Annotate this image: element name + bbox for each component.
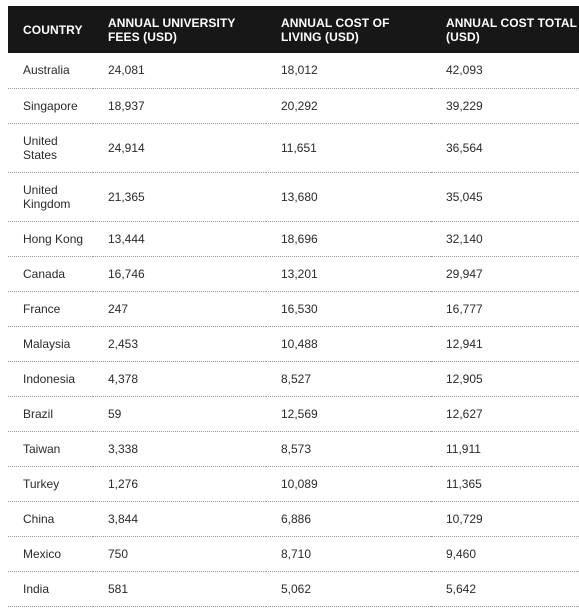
table-row: Hong Kong 13,444 18,696 32,140 xyxy=(8,220,579,256)
cost-of-living-cell: 10,089 xyxy=(266,465,431,501)
university-fees-cell: 21,365 xyxy=(93,171,266,221)
university-fees-cell: 750 xyxy=(93,535,266,571)
university-fees-cell: 16,746 xyxy=(93,255,266,291)
cost-total-cell: 9,460 xyxy=(431,535,579,571)
table-row: Australia 24,081 18,012 42,093 xyxy=(8,53,579,88)
cost-total-cell: 16,777 xyxy=(431,290,579,326)
cost-total-cell: 12,941 xyxy=(431,325,579,361)
cost-total-cell: 32,140 xyxy=(431,220,579,256)
table-row: India 581 5,062 5,642 xyxy=(8,570,579,606)
university-fees-cell: 24,081 xyxy=(108,63,145,78)
cost-total-cell: 36,564 xyxy=(431,122,579,172)
table-row: Turkey 1,276 10,089 11,365 xyxy=(8,465,579,501)
cost-total-cell: 29,947 xyxy=(431,255,579,291)
university-fees-cell: 581 xyxy=(93,570,266,606)
table-row: France 247 16,530 16,777 xyxy=(8,290,579,326)
table-row: Brazil 59 12,569 12,627 xyxy=(8,395,579,431)
country-cell: China xyxy=(8,500,93,536)
cost-of-living-cell: 16,530 xyxy=(266,290,431,326)
country-cell: Turkey xyxy=(8,465,93,501)
cost-total-cell: 11,365 xyxy=(431,465,579,501)
university-fees-cell: 59 xyxy=(93,395,266,431)
cost-of-living-cell: 10,488 xyxy=(266,325,431,361)
university-fees-cell: 18,937 xyxy=(93,87,266,123)
cost-comparison-table: COUNTRY ANNUAL UNIVERSITY FEES (USD) ANN… xyxy=(8,6,579,607)
table-row: United Kingdom 21,365 13,680 35,045 xyxy=(8,171,579,221)
country-cell: United Kingdom xyxy=(8,171,93,221)
table-header: COUNTRY ANNUAL UNIVERSITY FEES (USD) ANN… xyxy=(8,6,579,53)
university-fees-cell: 3,844 xyxy=(93,500,266,536)
cost-total-cell: 39,229 xyxy=(431,87,579,123)
cost-total-cell: 10,729 xyxy=(431,500,579,536)
cost-of-living-cell: 18,012 xyxy=(281,63,318,78)
country-cell: Hong Kong xyxy=(8,220,93,256)
cost-of-living-cell: 13,201 xyxy=(266,255,431,291)
cost-total-cell: 12,905 xyxy=(431,360,579,396)
cost-of-living-cell: 8,527 xyxy=(266,360,431,396)
table-row: United States 24,914 11,651 36,564 xyxy=(8,122,579,172)
cost-of-living-cell: 5,062 xyxy=(266,570,431,606)
table-row: Canada 16,746 13,201 29,947 xyxy=(8,255,579,291)
cost-of-living-cell: 8,710 xyxy=(266,535,431,571)
country-cell: Indonesia xyxy=(8,360,93,396)
country-cell: Mexico xyxy=(8,535,93,571)
table-body: Australia 24,081 18,012 42,093 Singapore… xyxy=(8,53,579,606)
university-fees-cell: 247 xyxy=(93,290,266,326)
table-row: Malaysia 2,453 10,488 12,941 xyxy=(8,325,579,361)
cost-of-living-cell: 11,651 xyxy=(266,122,431,172)
university-fees-cell: 3,338 xyxy=(93,430,266,466)
table-row: Taiwan 3,338 8,573 11,911 xyxy=(8,430,579,466)
country-cell: Brazil xyxy=(8,395,93,431)
header-cost-of-living: ANNUAL COST OF LIVING (USD) xyxy=(281,15,390,44)
cost-of-living-cell: 12,569 xyxy=(266,395,431,431)
country-cell: Singapore xyxy=(8,87,93,123)
university-fees-cell: 24,914 xyxy=(93,122,266,172)
header-row: COUNTRY ANNUAL UNIVERSITY FEES (USD) ANN… xyxy=(8,6,579,53)
cost-of-living-cell: 20,292 xyxy=(266,87,431,123)
table-row: Indonesia 4,378 8,527 12,905 xyxy=(8,360,579,396)
cost-total-cell: 12,627 xyxy=(431,395,579,431)
country-cell: Malaysia xyxy=(8,325,93,361)
cost-total-cell: 42,093 xyxy=(446,63,483,78)
cost-of-living-cell: 6,886 xyxy=(266,500,431,536)
university-fees-cell: 2,453 xyxy=(93,325,266,361)
university-fees-cell: 13,444 xyxy=(93,220,266,256)
country-cell: Canada xyxy=(8,255,93,291)
table-row: China 3,844 6,886 10,729 xyxy=(8,500,579,536)
cost-of-living-cell: 18,696 xyxy=(266,220,431,256)
country-cell: Taiwan xyxy=(8,430,93,466)
cost-total-cell: 35,045 xyxy=(431,171,579,221)
country-cell: United States xyxy=(8,122,93,172)
header-university-fees: ANNUAL UNIVERSITY FEES (USD) xyxy=(108,15,236,44)
cost-of-living-cell: 13,680 xyxy=(266,171,431,221)
table-row: Singapore 18,937 20,292 39,229 xyxy=(8,87,579,123)
cost-of-living-cell: 8,573 xyxy=(266,430,431,466)
cost-total-cell: 11,911 xyxy=(431,430,579,466)
table-row: Mexico 750 8,710 9,460 xyxy=(8,535,579,571)
country-cell: India xyxy=(8,570,93,606)
cost-total-cell: 5,642 xyxy=(431,570,579,606)
header-cost-total: ANNUAL COST TOTAL (USD) xyxy=(446,15,577,44)
header-country: COUNTRY xyxy=(23,22,83,37)
university-fees-cell: 1,276 xyxy=(93,465,266,501)
country-cell: Australia xyxy=(23,63,70,78)
university-fees-cell: 4,378 xyxy=(93,360,266,396)
country-cell: France xyxy=(8,290,93,326)
